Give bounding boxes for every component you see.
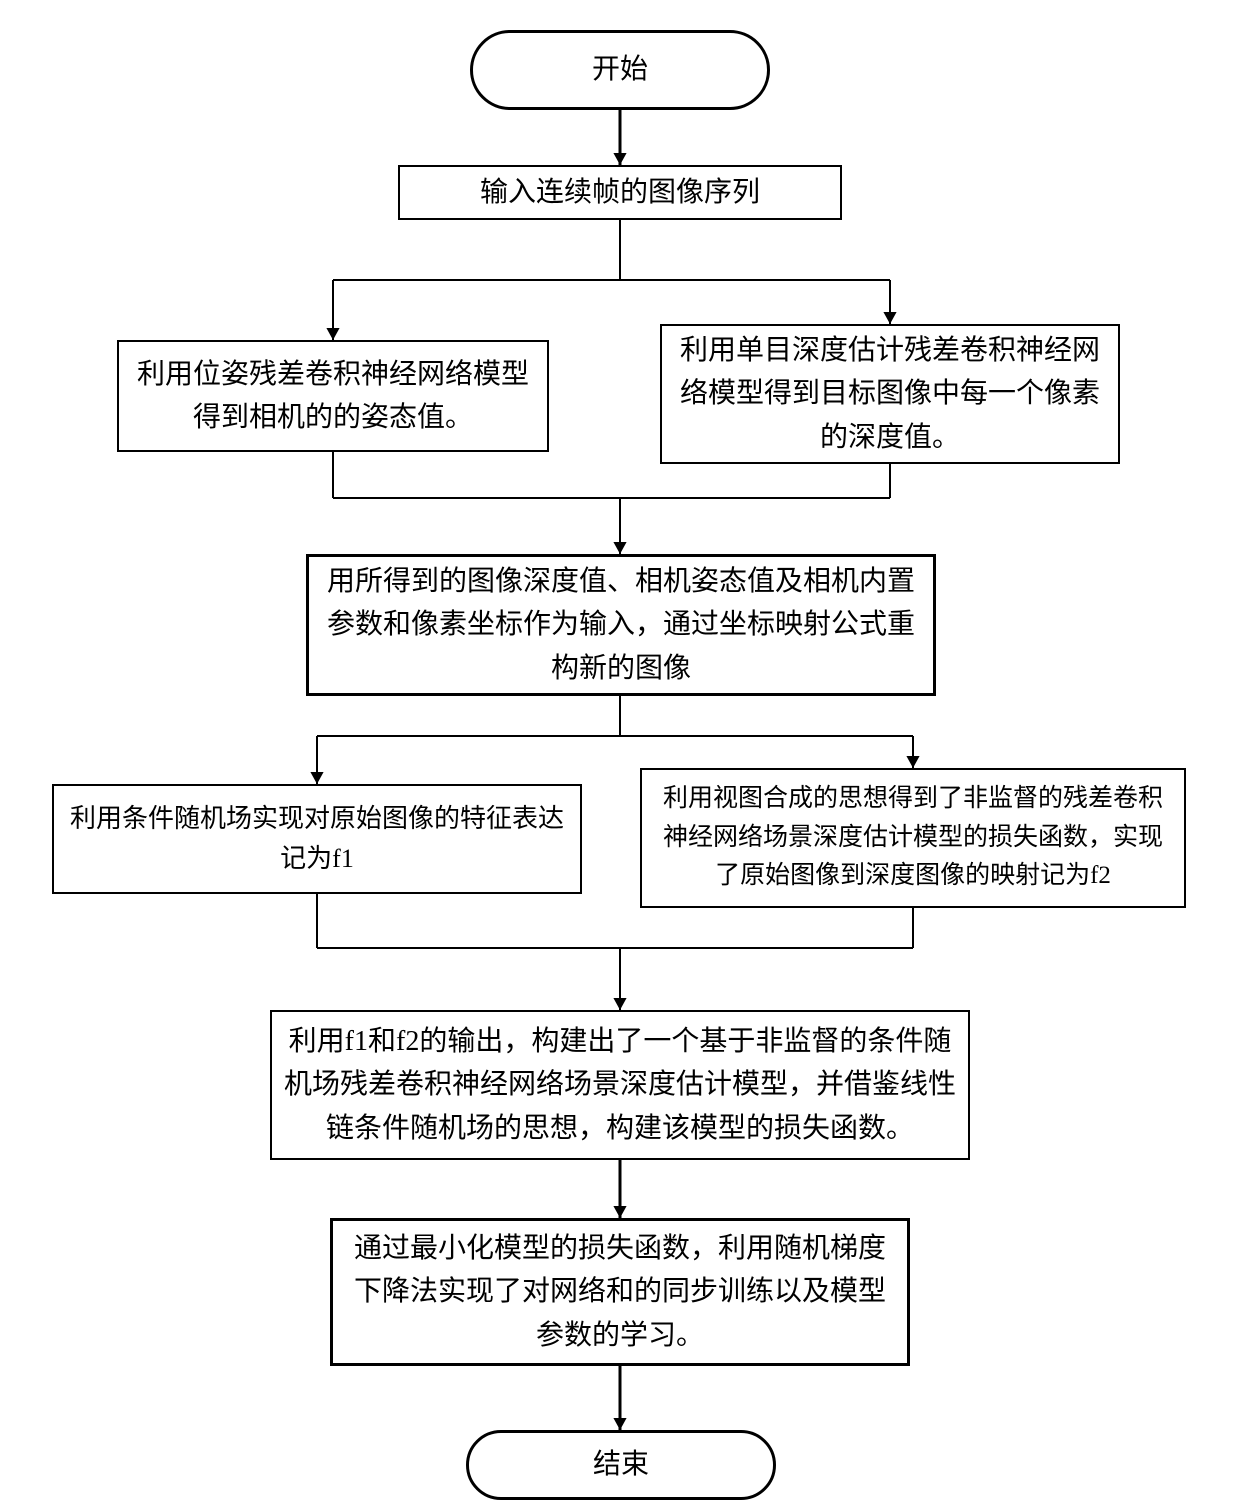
node-end-label: 结束 <box>593 1443 649 1486</box>
node-reconstruct: 用所得到的图像深度值、相机姿态值及相机内置参数和像素坐标作为输入，通过坐标映射公… <box>306 554 936 696</box>
node-train-label: 通过最小化模型的损失函数，利用随机梯度下降法实现了对网络和的同步训练以及模型参数… <box>343 1227 897 1357</box>
node-depth-label: 利用单目深度估计残差卷积神经网络模型得到目标图像中每一个像素的深度值。 <box>672 329 1108 459</box>
node-start-label: 开始 <box>592 48 648 91</box>
node-reconstruct-label: 用所得到的图像深度值、相机姿态值及相机内置参数和像素坐标作为输入，通过坐标映射公… <box>319 560 923 690</box>
node-f2-label: 利用视图合成的思想得到了非监督的残差卷积神经网络场景深度估计模型的损失函数，实现… <box>652 780 1174 896</box>
node-depth: 利用单目深度估计残差卷积神经网络模型得到目标图像中每一个像素的深度值。 <box>660 324 1120 464</box>
node-input-label: 输入连续帧的图像序列 <box>480 171 760 214</box>
node-pose-label: 利用位姿残差卷积神经网络模型得到相机的的姿态值。 <box>129 353 537 440</box>
node-model-label: 利用f1和f2的输出，构建出了一个基于非监督的条件随机场残差卷积神经网络场景深度… <box>282 1020 958 1150</box>
node-f1: 利用条件随机场实现对原始图像的特征表达记为f1 <box>52 784 582 894</box>
node-input: 输入连续帧的图像序列 <box>398 165 842 220</box>
node-train: 通过最小化模型的损失函数，利用随机梯度下降法实现了对网络和的同步训练以及模型参数… <box>330 1218 910 1366</box>
node-pose: 利用位姿残差卷积神经网络模型得到相机的的姿态值。 <box>117 340 549 452</box>
node-end: 结束 <box>466 1430 776 1500</box>
node-model: 利用f1和f2的输出，构建出了一个基于非监督的条件随机场残差卷积神经网络场景深度… <box>270 1010 970 1160</box>
node-start: 开始 <box>470 30 770 110</box>
node-f1-label: 利用条件随机场实现对原始图像的特征表达记为f1 <box>64 799 570 880</box>
node-f2: 利用视图合成的思想得到了非监督的残差卷积神经网络场景深度估计模型的损失函数，实现… <box>640 768 1186 908</box>
